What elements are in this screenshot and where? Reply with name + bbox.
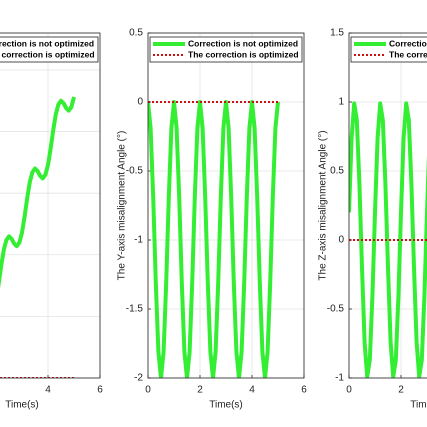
- legend-box: [149, 36, 303, 63]
- series-line: [349, 101, 427, 378]
- y-tick-label: -1: [335, 373, 344, 384]
- x-tick-label: 4: [45, 385, 51, 396]
- axes-box: [0, 32, 101, 379]
- y-tick-label: 1: [338, 97, 344, 108]
- plot-lines: [0, 96, 76, 378]
- x-axis-label: Time(s): [410, 400, 427, 411]
- y-tick-label: -0.5: [327, 304, 345, 315]
- x-tick-label: 6: [301, 385, 307, 396]
- legend-label: Correction is not optimized: [188, 38, 298, 48]
- x-tick-label: 0: [145, 385, 151, 396]
- x-tick-label: 4: [249, 385, 255, 396]
- x-tick-label: 6: [97, 385, 103, 396]
- x-tick-label: 0: [346, 385, 352, 396]
- y-tick-label: -0.5: [126, 166, 144, 177]
- series-line: [148, 100, 280, 378]
- legend-label: The correction is optimized: [188, 49, 299, 59]
- legend-label: The correction is optimized: [389, 49, 427, 59]
- y-tick-label: 0: [338, 235, 344, 246]
- plot-lines: [148, 100, 280, 378]
- y-axis-label: The Y-axis misalignment Angle (°): [117, 131, 128, 281]
- y-tick-label: 0.5: [330, 166, 344, 177]
- x-tick-label: 2: [197, 385, 203, 396]
- plot-area: [148, 33, 304, 378]
- y-tick-label: 0.5: [129, 28, 143, 39]
- y-tick-label: 0: [137, 97, 143, 108]
- legend-label: Correction is not optimized: [389, 38, 427, 48]
- panel: -2 -1.5 -1 -0.5 0 0.5 0 2 4 6 Time(s) The Y-axis mi…: [117, 28, 308, 411]
- axes-box: [348, 32, 427, 379]
- legend-box: [0, 36, 99, 63]
- plot-lines: [349, 101, 427, 378]
- axes-box: [147, 32, 305, 379]
- y-tick-label: -1: [134, 235, 143, 246]
- x-axis-label: Time(s): [5, 400, 39, 411]
- x-tick-label: 2: [398, 385, 404, 396]
- y-tick-label: 1.5: [330, 28, 344, 39]
- x-axis-label: Time(s): [209, 400, 243, 411]
- series-line: [0, 96, 76, 289]
- y-tick-label: -1.5: [126, 304, 144, 315]
- y-tick-label: -2: [134, 373, 143, 384]
- legend-label: Correction is not optimized: [0, 38, 94, 48]
- legend-box: [350, 36, 427, 63]
- y-axis-label: The Z-axis misalignment Angle (°): [318, 130, 329, 280]
- plot-area: [0, 33, 100, 378]
- legend-label: The correction is optimized: [0, 49, 95, 59]
